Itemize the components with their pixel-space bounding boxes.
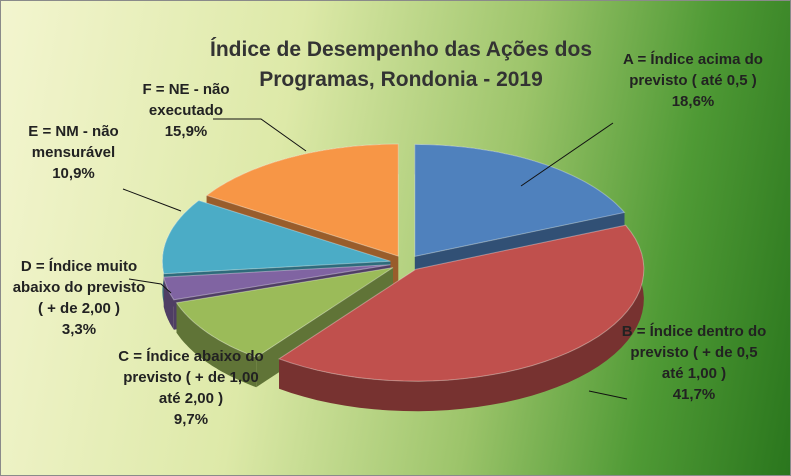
chart-title: Índice de Desempenho das Ações dos Progr… [210, 38, 592, 91]
value-label: 3,3% [61, 321, 97, 338]
category-label: A = Índice acima do previsto ( até 0,5 ) [623, 51, 763, 89]
slice [414, 143, 626, 258]
category-label: E = NM - não mensurável [28, 123, 119, 161]
leader-line [128, 278, 172, 294]
slice-side [176, 302, 257, 388]
slice [277, 224, 645, 382]
leader-line [122, 188, 182, 212]
slice [205, 143, 399, 257]
leader-line [520, 122, 614, 187]
slice-side [163, 277, 174, 330]
value-label: 15,9% [164, 123, 208, 140]
value-label: 41,7% [672, 386, 716, 403]
slice-side [279, 225, 644, 412]
category-label: B = Índice dentro do previsto ( + de 0,5… [621, 323, 767, 382]
data-label: A = Índice acima do previsto ( até 0,5 )… [613, 49, 773, 112]
category-label: C = Índice abaixo do previsto ( + de 1,0… [118, 348, 264, 407]
value-label: 10,9% [52, 165, 95, 182]
slice [163, 264, 391, 301]
data-label: B = Índice dentro do previsto ( + de 0,5… [619, 321, 769, 405]
category-label: F = NE - não executado [142, 81, 230, 119]
data-label: D = Índice muito abaixo do previsto ( + … [9, 256, 149, 340]
data-label: E = NM - não mensurável 10,9% [11, 121, 136, 184]
leader-line [213, 118, 307, 152]
value-label: 9,7% [173, 411, 209, 428]
value-label: 18,6% [671, 93, 715, 110]
category-label: D = Índice muito abaixo do previsto ( + … [12, 258, 146, 317]
slice [161, 199, 391, 275]
leader-line [588, 390, 628, 400]
data-label: F = NE - não executado 15,9% [111, 79, 261, 142]
slice [175, 267, 394, 358]
data-label: C = Índice abaixo do previsto ( + de 1,0… [111, 346, 271, 430]
